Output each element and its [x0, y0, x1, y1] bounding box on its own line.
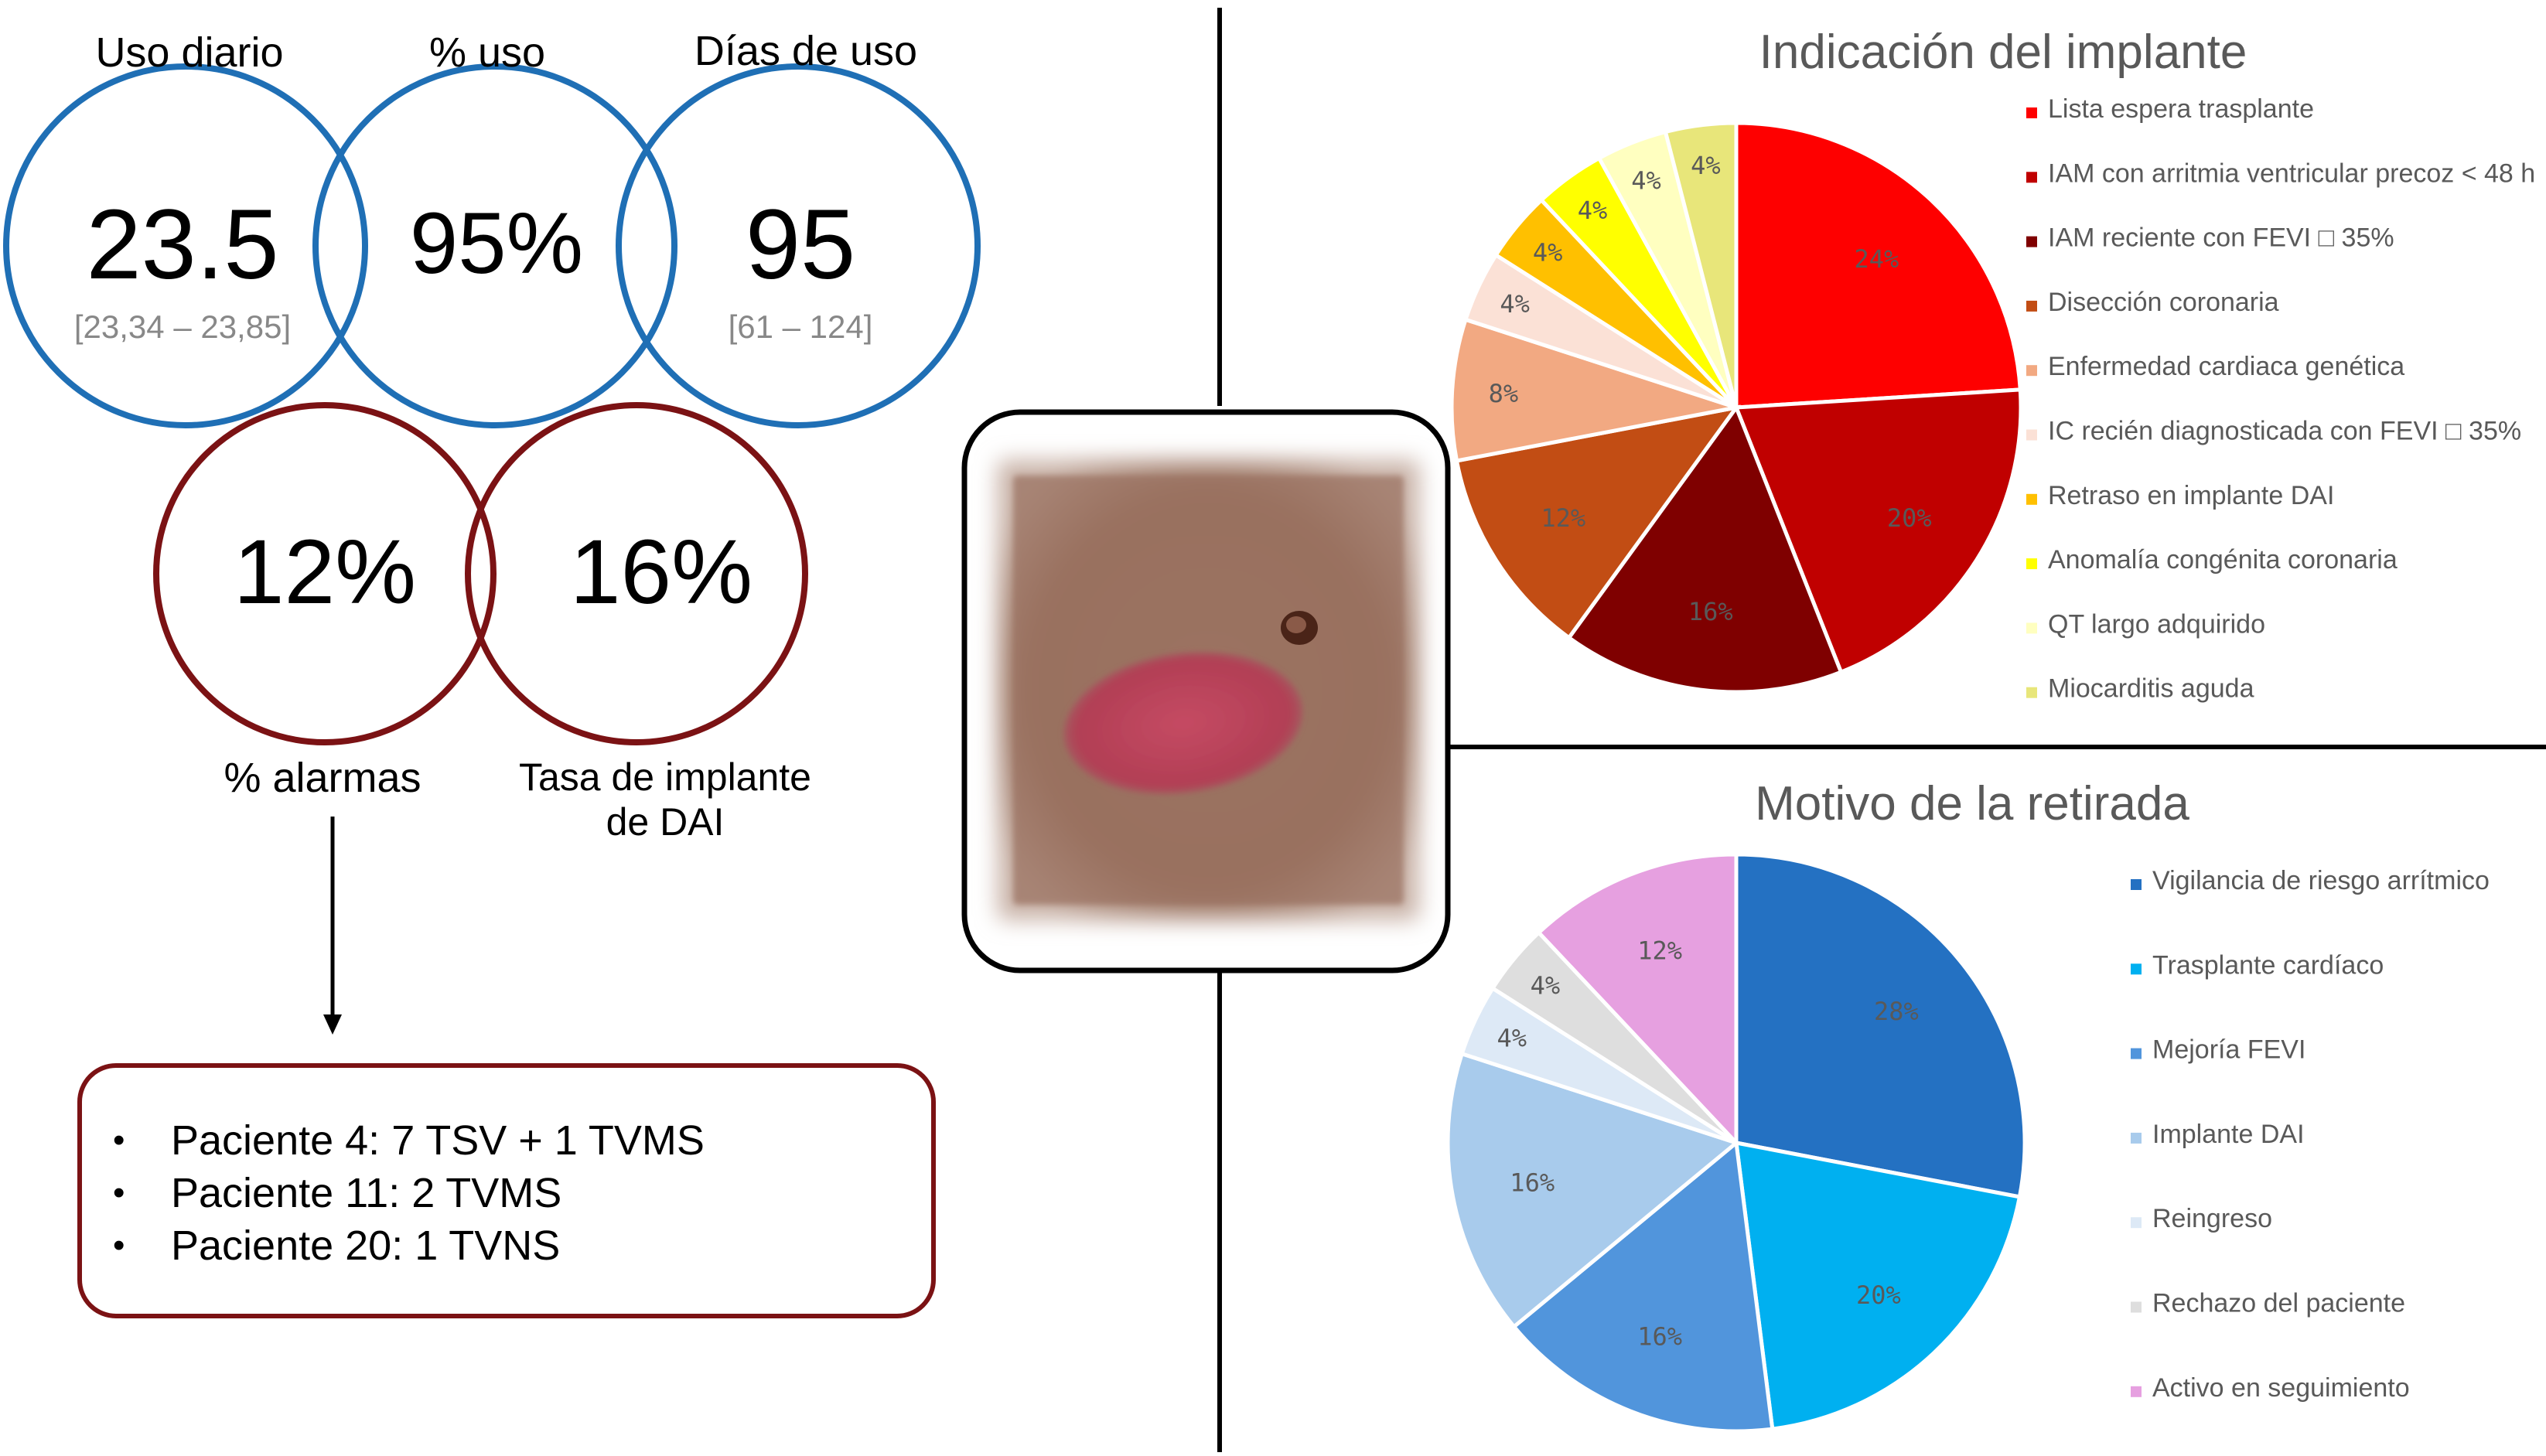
slice-data-label: 4%	[1631, 166, 1661, 196]
icd-rate-label-line2: de DAI	[606, 800, 725, 844]
legend-swatch	[2026, 493, 2037, 505]
legend-entry: Vigilancia de riesgo arrítmico	[2152, 866, 2490, 895]
pct-use-label: % uso	[429, 29, 545, 76]
legend-swatch	[2026, 687, 2037, 698]
slice-data-label: 24%	[1854, 244, 1899, 274]
legend-entry: Rechazo del paciente	[2152, 1289, 2405, 1318]
pie-slice	[1445, 1051, 1741, 1330]
legend-swatch	[2131, 1301, 2142, 1313]
alarm-arrow-head	[323, 1014, 342, 1035]
legend-entry: Activo en seguimiento	[2152, 1373, 2410, 1403]
legend-entry: Trasplante cardíaco	[2152, 950, 2384, 980]
legend-entry: Enfermedad cardiaca genética	[2048, 352, 2404, 381]
legend-swatch	[2026, 172, 2037, 183]
legend-swatch	[2026, 107, 2037, 118]
pie-slice	[1663, 121, 1739, 408]
legend-entry: IAM con arritmia ventricular precoz < 48…	[2048, 159, 2535, 188]
icd-rate-circle	[465, 402, 808, 745]
legend-swatch	[2131, 879, 2142, 890]
slice-data-label: 20%	[1887, 503, 1932, 533]
days-use-label: Días de uso	[695, 28, 917, 74]
legend-swatch	[2026, 622, 2037, 634]
chart-title: Indicación del implante	[1759, 26, 2247, 79]
pie-slice	[1566, 403, 1844, 694]
alarm-patient-list: Paciente 4: 7 TSV + 1 TVMS Paciente 11: …	[82, 1068, 931, 1272]
days-use-circle	[616, 63, 981, 428]
pie-slice	[1734, 1140, 2022, 1431]
legend-entry: IC recién diagnosticada con FEVI □ 35%	[2048, 417, 2521, 446]
slice-data-label: 12%	[1541, 503, 1585, 533]
pie-slice	[1734, 852, 2027, 1199]
slice-data-label: 4%	[1533, 237, 1563, 267]
legend-swatch	[2131, 1132, 2142, 1144]
daily-use-circle	[3, 63, 368, 428]
pie-chart-2: Motivo de la retirada 28% 20% 16% 16% 4%4% 12%…	[1445, 777, 2490, 1434]
legend-entry: Miocarditis aguda	[2048, 674, 2254, 704]
daily-use-label: Uso diario	[95, 29, 283, 76]
legend-swatch	[2026, 558, 2037, 570]
pie-slice	[1511, 1139, 1775, 1434]
slice-data-label: 16%	[1637, 1322, 1682, 1352]
pie-slice	[1733, 387, 2023, 675]
icd-rate-label-line1: Tasa de implante	[519, 755, 811, 799]
alarms-value: 12%	[234, 521, 416, 623]
legend-entry: Lista espera trasplante	[2048, 94, 2314, 124]
legend-entry: QT largo adquirido	[2048, 609, 2265, 639]
days-use-range: [61 – 124]	[729, 309, 873, 345]
alarm-patient-box: Paciente 4: 7 TSV + 1 TVMS Paciente 11: …	[77, 1063, 936, 1318]
list-item: Paciente 20: 1 TVNS	[113, 1219, 931, 1272]
list-item: Paciente 11: 2 TVMS	[113, 1167, 931, 1219]
slice-data-label: 16%	[1510, 1168, 1555, 1197]
pie-slice	[1536, 852, 1739, 1148]
slice-data-label: 4%	[1578, 196, 1608, 225]
legend-entry: Implante DAI	[2152, 1120, 2305, 1149]
pie-slice	[1449, 317, 1737, 463]
chart-title: Motivo de la retirada	[1755, 777, 2189, 830]
days-use-value: 95	[746, 189, 855, 300]
legend-swatch	[2131, 1048, 2142, 1059]
legend-entry: Anomalía congénita coronaria	[2048, 545, 2398, 575]
legend-swatch	[2131, 1386, 2142, 1397]
legend-entry: Retraso en implante DAI	[2048, 481, 2334, 510]
slice-data-label: 4%	[1497, 1023, 1527, 1052]
skin-lesion-photo	[961, 409, 1451, 974]
legend-entry: Disección coronaria	[2048, 288, 2279, 317]
legend-swatch	[2026, 365, 2037, 377]
slice-data-label: 8%	[1489, 379, 1519, 408]
charts-area: Indicación del implante24%20%16%12%8%4%4…	[1445, 26, 2535, 1434]
daily-use-value: 23.5	[86, 189, 278, 300]
pie-slice	[1454, 404, 1741, 641]
slice-data-label: 20%	[1856, 1280, 1901, 1310]
alarms-label: % alarmas	[224, 755, 421, 801]
legend-swatch	[2131, 963, 2142, 975]
slice-data-label: 16%	[1688, 597, 1733, 626]
slice-data-label: 4%	[1531, 971, 1561, 1001]
pie-chart-1: Indicación del implante24%20%16%12%8%4%4…	[1449, 26, 2535, 704]
legend-entry: Reingreso	[2152, 1204, 2272, 1233]
slice-data-label: 4%	[1500, 289, 1530, 319]
legend-entry: IAM reciente con FEVI □ 35%	[2048, 223, 2394, 253]
legend-swatch	[2131, 1217, 2142, 1229]
pct-use-circle	[312, 63, 677, 428]
slice-data-label: 4%	[1691, 151, 1721, 180]
legend-swatch	[2026, 236, 2037, 247]
legend-swatch	[2026, 429, 2037, 441]
icd-rate-value: 16%	[570, 521, 753, 623]
legend-entry: Mejoría FEVI	[2152, 1035, 2305, 1065]
list-item: Paciente 4: 7 TSV + 1 TVMS	[113, 1114, 931, 1167]
legend-swatch	[2026, 300, 2037, 312]
slice-data-label: 28%	[1874, 997, 1919, 1026]
pct-use-value: 95%	[410, 195, 583, 292]
slice-data-label: 12%	[1637, 936, 1682, 965]
pie-slice	[1734, 121, 2022, 410]
alarms-circle	[153, 402, 497, 745]
daily-use-range: [23,34 – 23,85]	[74, 309, 291, 345]
